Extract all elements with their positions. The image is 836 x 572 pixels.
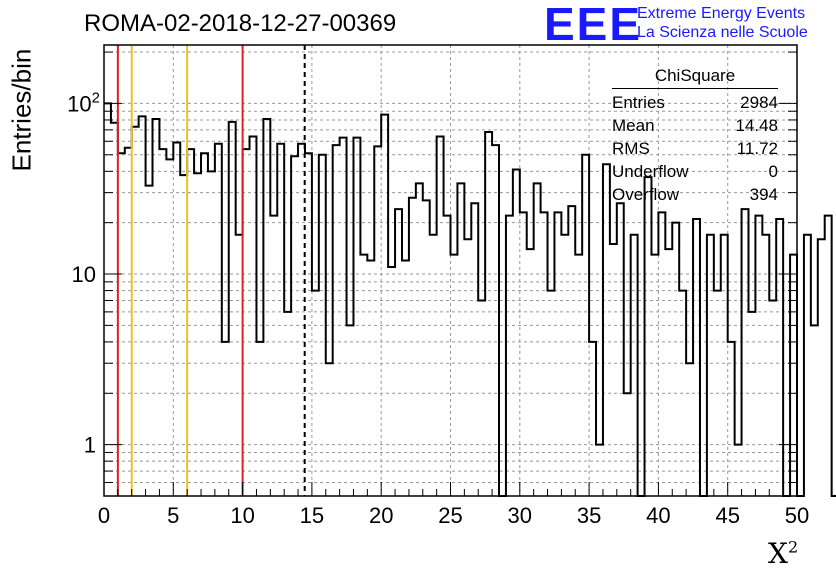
histogram-bin <box>215 144 222 496</box>
stats-row-entries: Entries 2984 <box>612 93 778 112</box>
x-tick-label: 20 <box>369 503 393 528</box>
histogram-bin <box>243 149 250 496</box>
histogram-bin <box>277 144 284 496</box>
histogram-bin <box>742 209 749 496</box>
histogram-bin <box>194 173 201 496</box>
histogram-bin <box>728 342 735 496</box>
histogram-bin <box>755 216 762 496</box>
histogram-bin <box>693 219 700 496</box>
histogram-bin <box>270 216 277 496</box>
histogram-bin <box>804 235 811 496</box>
x-tick-label: 15 <box>300 503 324 528</box>
histogram-bin <box>146 186 153 496</box>
stats-title: ChiSquare <box>612 66 778 89</box>
histogram-bin <box>229 122 236 496</box>
histogram-bin <box>485 132 492 496</box>
stats-row-overflow: Overflow 394 <box>612 185 778 204</box>
histogram-bin <box>818 239 825 496</box>
histogram-bin <box>139 116 146 496</box>
logo-line2: La Scienza nelle Scuole <box>637 24 808 41</box>
y-tick-label: 1 <box>84 433 96 458</box>
stats-row-rms: RMS 11.72 <box>612 139 778 158</box>
histogram-bin <box>825 216 832 496</box>
histogram-bin <box>250 136 257 496</box>
histogram-bin <box>811 325 818 496</box>
x-tick-label: 35 <box>577 503 601 528</box>
y-tick-label: 102 <box>67 89 100 116</box>
histogram-bin <box>263 119 270 496</box>
histogram-bin <box>748 312 755 496</box>
histogram-bin <box>333 145 340 496</box>
logo-line1: Extreme Energy Events <box>637 5 806 22</box>
histogram-bin <box>603 164 610 496</box>
histogram-bin <box>222 342 229 496</box>
y-tick-label: 10 <box>72 262 96 287</box>
histogram-bin <box>492 145 499 496</box>
histogram-bin <box>173 143 180 496</box>
histogram-bin <box>347 325 354 496</box>
histogram-bin <box>374 146 381 496</box>
histogram-bin <box>672 223 679 496</box>
run-title: ROMA-02-2018-12-27-00369 <box>84 10 397 37</box>
histogram-bin <box>326 363 333 496</box>
histogram-bin <box>686 363 693 496</box>
histogram-series <box>104 102 836 497</box>
histogram-bin <box>554 212 561 496</box>
y-axis-label: Entries/bin <box>6 48 37 172</box>
x-tick-label: 10 <box>230 503 254 528</box>
histogram-bin <box>645 177 652 496</box>
stats-box: ChiSquare Entries 2984 Mean 14.48 RMS 11.72… <box>612 66 778 208</box>
histogram-bin <box>125 148 132 496</box>
histogram-bin <box>527 249 534 496</box>
histogram-bin <box>187 149 194 496</box>
histogram-bin <box>658 212 665 496</box>
histogram-bin <box>256 342 263 496</box>
grid <box>104 45 797 496</box>
histogram-bin <box>776 219 783 496</box>
histogram-bin <box>589 342 596 496</box>
x-tick-label: 40 <box>646 503 670 528</box>
histogram-bin <box>541 212 548 496</box>
eee-logo: EEE <box>544 0 643 50</box>
histogram-bin <box>423 200 430 496</box>
histogram-bin <box>520 212 527 496</box>
x-tick-label: 50 <box>785 503 809 528</box>
histogram-bin <box>104 103 111 496</box>
x-tick-label: 0 <box>98 503 110 528</box>
histogram-bin <box>665 249 672 496</box>
x-tick-label: 5 <box>167 503 179 528</box>
histogram-bin <box>464 239 471 496</box>
histogram-bin <box>457 183 464 496</box>
histogram-bin <box>340 138 347 496</box>
x-tick-label: 25 <box>438 503 462 528</box>
histogram-bin <box>166 159 173 496</box>
x-tick-label: 45 <box>715 503 739 528</box>
stats-row-underflow: Underflow 0 <box>612 162 778 181</box>
histogram-bin <box>180 175 187 496</box>
histogram-bin <box>506 216 513 496</box>
histogram-bin <box>513 169 520 496</box>
x-axis-label: X2 <box>768 537 799 570</box>
histogram-bin <box>534 183 541 496</box>
histogram-bin <box>153 119 160 496</box>
histogram-bin <box>769 300 776 496</box>
histogram-bin <box>353 138 360 496</box>
histogram-bin <box>159 149 166 496</box>
histogram-bin <box>132 127 139 496</box>
histogram-bin <box>284 312 291 496</box>
histogram-bin <box>444 216 451 496</box>
histogram-bin <box>395 209 402 496</box>
histogram-bin <box>111 123 118 496</box>
histogram-bin <box>478 300 485 496</box>
x-tick-label: 30 <box>508 503 532 528</box>
histogram-bin <box>437 136 444 496</box>
stats-row-mean: Mean 14.48 <box>612 116 778 135</box>
histogram-bin <box>208 171 215 496</box>
histogram-bin <box>409 198 416 496</box>
histogram-bin <box>416 183 423 496</box>
